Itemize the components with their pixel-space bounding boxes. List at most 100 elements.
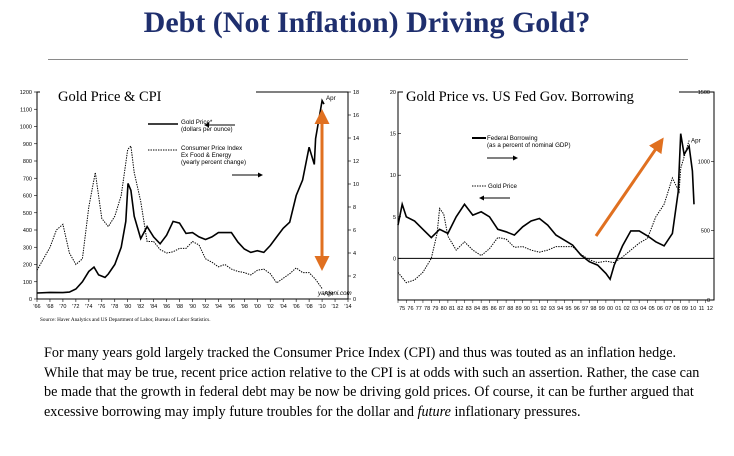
right-x-tick-label: 75 [399, 306, 405, 312]
body-text-end-after: inflationary pressures. [450, 403, 581, 420]
left-y2-tick-label: 10 [353, 182, 359, 188]
legend-gold-label: Gold Price* [181, 119, 213, 126]
right-x-tick-label: 85 [482, 306, 488, 312]
left-x-tick-label: '74 [85, 304, 92, 310]
left-y-tick-label: 200 [23, 263, 32, 269]
gold-price-series-line [36, 98, 325, 294]
left-x-tick-label: '84 [150, 304, 157, 310]
left-y2-tick-label: 12 [353, 159, 359, 165]
left-x-tick-label: '06 [293, 304, 300, 310]
left-x-tick-label: '76 [98, 304, 105, 310]
right-x-tick-label: 12 [707, 306, 713, 312]
right-x-tick-label: 81 [449, 306, 455, 312]
left-x-tick-label: '82 [137, 304, 144, 310]
right-y-tick-label: 15 [390, 132, 396, 138]
title-divider [48, 59, 688, 60]
left-y2-tick-label: 14 [353, 136, 359, 142]
left-x-tick-label: '94 [215, 304, 222, 310]
right-y-tick-label: 20 [390, 90, 396, 96]
right-x-tick-label: 11 [699, 306, 705, 312]
charts-canvas: Gold Price & CPI 01002003004005006007008… [19, 86, 715, 323]
right-x-tick-label: 06 [657, 306, 663, 312]
right-y2-tick-label: 1500 [698, 90, 710, 96]
left-x-tick-label: '66 [33, 304, 40, 310]
right-x-tick-label: 00 [607, 306, 613, 312]
left-y-tick-label: 100 [23, 280, 32, 286]
left-y-tick-label: 0 [29, 297, 32, 303]
right-x-tick-label: 88 [507, 306, 513, 312]
right-x-tick-label: 09 [682, 306, 688, 312]
right-x-tick-label: 78 [424, 306, 430, 312]
right-x-tick-label: 89 [516, 306, 522, 312]
right-plot-frame [397, 91, 715, 301]
left-x-tick-label: '92 [202, 304, 209, 310]
left-x-tick-label: '10 [318, 304, 325, 310]
right-x-tick-label: 93 [549, 306, 555, 312]
left-x-tick-label: '80 [124, 304, 131, 310]
legend-cpi-label: Consumer Price Index [181, 145, 243, 152]
left-y2-tick-label: 16 [353, 113, 359, 119]
right-x-tick-label: 07 [665, 306, 671, 312]
gold-borrowing-chart: Gold Price vs. US Fed Gov. Borrowing 051… [390, 86, 715, 312]
right-x-tick-label: 91 [532, 306, 538, 312]
left-y2-tick-label: 4 [353, 251, 356, 257]
left-y-tick-label: 1200 [20, 90, 32, 96]
right-x-tick-label: 96 [574, 306, 580, 312]
left-y2-tick-label: 8 [353, 205, 356, 211]
body-text-end-before: future troubles for the dollar and [229, 403, 418, 420]
right-x-tick-label: 82 [457, 306, 463, 312]
right-x-tick-label: 10 [690, 306, 696, 312]
legend-gold-sub: (dollars per ounce) [181, 126, 233, 133]
left-y-tick-label: 700 [23, 176, 32, 182]
right-x-tick-label: 05 [649, 306, 655, 312]
right-x-tick-label: 90 [524, 306, 530, 312]
left-x-tick-label: '08 [306, 304, 313, 310]
legend-borrow-label: Federal Borrowing [487, 135, 538, 142]
legend-borrow-sub: (as a percent of nominal GDP) [487, 142, 571, 149]
right-y-tick-label: 10 [390, 173, 396, 179]
left-y2-tick-label: 2 [353, 274, 356, 280]
left-title-mask [40, 86, 256, 106]
left-x-tick-label: '72 [72, 304, 79, 310]
right-x-tick-label: 01 [615, 306, 621, 312]
gold-cpi-chart: Gold Price & CPI 01002003004005006007008… [20, 86, 359, 323]
left-x-tick-label: '12 [331, 304, 338, 310]
left-x-tick-label: '00 [254, 304, 261, 310]
left-y2-tick-label: 6 [353, 228, 356, 234]
right-chart-title: Gold Price vs. US Fed Gov. Borrowing [406, 89, 634, 105]
right-y2-tick-label: 0 [707, 298, 710, 304]
right-apr-label: Apr [691, 138, 701, 145]
right-x-tick-label: 86 [491, 306, 497, 312]
left-y-tick-label: 900 [23, 142, 32, 148]
left-y-tick-label: 600 [23, 194, 32, 200]
left-x-tick-label: '96 [228, 304, 235, 310]
right-y2-tick-label: 1000 [698, 159, 710, 165]
body-text-emphasis: future [417, 403, 451, 420]
legend-cpi-sub-2: (yearly percent change) [181, 159, 246, 166]
right-title-mask [403, 86, 679, 106]
body-text-main: For many years gold largely tracked the … [44, 345, 700, 420]
left-y2-tick-label: 0 [353, 297, 356, 303]
right-y-tick-label: 5 [393, 215, 396, 221]
left-x-tick-label: '78 [111, 304, 118, 310]
right-x-tick-label: 92 [540, 306, 546, 312]
left-y2-tick-label: 18 [353, 90, 359, 96]
right-x-tick-label: 84 [474, 306, 480, 312]
right-y-tick-label: 0 [393, 256, 396, 262]
debt-rise-arrow [594, 137, 664, 237]
left-y-tick-label: 800 [23, 159, 32, 165]
right-y2-tick-label: 500 [701, 229, 710, 235]
left-x-tick-label: '68 [46, 304, 53, 310]
left-y-tick-label: 300 [23, 245, 32, 251]
gold-price-dotted-line [397, 140, 690, 284]
left-chart-title: Gold Price & CPI [58, 89, 162, 105]
right-x-tick-label: 80 [441, 306, 447, 312]
right-x-tick-label: 02 [624, 306, 630, 312]
gold-apr-label: Apr [326, 95, 336, 102]
left-y-tick-label: 1100 [20, 107, 32, 113]
right-x-tick-label: 95 [565, 306, 571, 312]
left-x-tick-label: '88 [176, 304, 183, 310]
yardeni-watermark: yardeni.com [317, 290, 352, 297]
cpi-series-line [36, 144, 323, 289]
right-x-tick-label: 08 [674, 306, 680, 312]
